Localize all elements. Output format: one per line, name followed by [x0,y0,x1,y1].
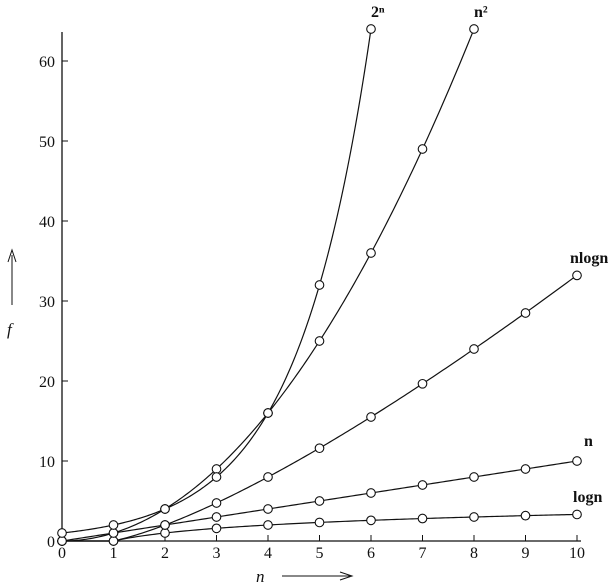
x-axis-arrow-head [339,571,354,581]
x-tick-label: 3 [213,545,221,562]
y-axis-title: f [7,248,17,339]
data-point [211,523,222,534]
data-point [366,24,376,34]
x-tick-label: 7 [419,545,427,562]
y-tick-label: 50 [39,134,55,151]
data-point [108,528,119,538]
data-point [211,512,222,522]
y-tick-label: 10 [39,454,55,471]
data-point [520,464,531,474]
x-axis-title: n [256,567,354,586]
series-label: 2ⁿ [371,4,385,21]
data-point [366,412,376,422]
x-tick-label: 6 [367,545,375,562]
x-tick-label: 1 [110,545,118,562]
data-point [469,472,479,482]
x-tick-label: 0 [58,545,66,562]
data-point [520,308,531,318]
data-point [263,504,273,514]
data-point [366,515,376,526]
x-tick-label: 4 [264,545,272,562]
series-label: nlogn [570,250,608,267]
series-labels: logn n nlogn n² 2ⁿ [371,4,608,506]
ticks: 0 1 2 3 4 5 6 7 8 9 10 0 10 20 30 40 50 60 [39,54,585,562]
data-point [572,270,582,281]
data-point [211,472,222,482]
data-point [520,510,531,521]
series-label: logn [573,489,602,506]
y-tick-label: 0 [47,534,55,551]
data-point [469,344,479,354]
data-point [417,513,428,524]
data-point [263,408,273,418]
x-tick-label: 8 [470,545,478,562]
data-point [572,509,582,520]
data-point [160,504,170,514]
x-tick-label: 2 [161,545,169,562]
data-point [160,520,170,530]
y-tick-label: 40 [39,214,55,231]
data-point [314,517,325,528]
data-point [469,24,479,34]
x-tick-label: 9 [522,545,530,562]
series-label: n [584,433,593,450]
data-point [417,144,428,154]
data-point [211,464,222,474]
data-point [314,496,325,506]
data-point [417,480,428,490]
series-line-4 [61,28,372,534]
data-point [263,472,273,482]
x-axis-label: n [256,567,265,586]
data-point [314,280,325,290]
y-axis-label: f [7,320,14,339]
data-point [366,488,376,498]
data-point [314,336,325,346]
data-point [160,528,170,538]
y-tick-label: 20 [39,374,55,391]
data-point [57,528,67,538]
data-point [572,456,582,466]
data-point [211,498,222,508]
y-tick-label: 60 [39,54,55,71]
data-point [366,248,376,258]
data-point [417,378,428,389]
data-point [57,536,67,546]
data-point [469,512,479,522]
data-point [108,520,119,530]
data-point [108,536,119,546]
x-tick-label: 5 [316,545,324,562]
series-line-3 [61,28,475,542]
data-point [263,520,273,530]
data-point [314,443,325,454]
x-tick-label: 10 [569,545,585,562]
y-axis-arrow-head [7,248,17,263]
series-label: n² [474,4,488,21]
points [57,24,582,546]
y-tick-label: 30 [39,294,55,311]
